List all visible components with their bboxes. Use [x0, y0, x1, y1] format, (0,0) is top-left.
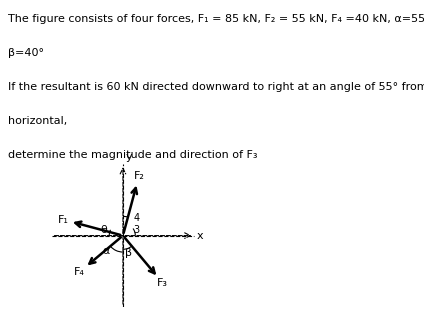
Text: F₂: F₂ — [134, 171, 145, 181]
Text: β=40°: β=40° — [8, 48, 45, 58]
Text: θ: θ — [100, 225, 107, 235]
Text: The figure consists of four forces, F₁ = 85 kN, F₂ = 55 kN, F₄ =40 kN, α=55° and: The figure consists of four forces, F₁ =… — [8, 14, 424, 24]
Text: y: y — [126, 152, 132, 162]
Text: 3: 3 — [134, 225, 140, 235]
Text: horizontal,: horizontal, — [8, 116, 68, 126]
Text: F₃: F₃ — [157, 278, 168, 288]
Text: α: α — [103, 246, 110, 256]
Text: β: β — [125, 248, 132, 258]
Text: F₁: F₁ — [58, 215, 69, 224]
Text: x: x — [197, 231, 204, 241]
Text: If the resultant is 60 kN directed downward to right at an angle of 55° from the: If the resultant is 60 kN directed downw… — [8, 82, 424, 92]
Text: 4: 4 — [134, 213, 140, 223]
Text: determine the magnitude and direction of F₃: determine the magnitude and direction of… — [8, 150, 258, 160]
Text: F₄: F₄ — [74, 267, 85, 277]
